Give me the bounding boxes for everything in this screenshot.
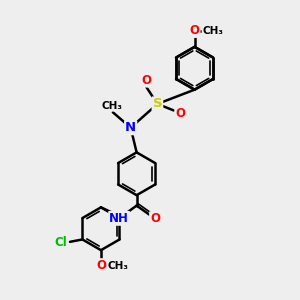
- Text: N: N: [125, 121, 136, 134]
- Text: CH₃: CH₃: [202, 26, 224, 35]
- Text: NH: NH: [109, 212, 129, 225]
- Text: Cl: Cl: [55, 236, 68, 249]
- Text: CH₃: CH₃: [102, 101, 123, 111]
- Text: O: O: [141, 74, 151, 87]
- Text: O: O: [175, 107, 185, 120]
- Text: S: S: [153, 98, 162, 110]
- Text: CH₃: CH₃: [108, 261, 129, 271]
- Text: O: O: [96, 259, 106, 272]
- Text: O: O: [150, 212, 160, 225]
- Text: O: O: [190, 24, 200, 37]
